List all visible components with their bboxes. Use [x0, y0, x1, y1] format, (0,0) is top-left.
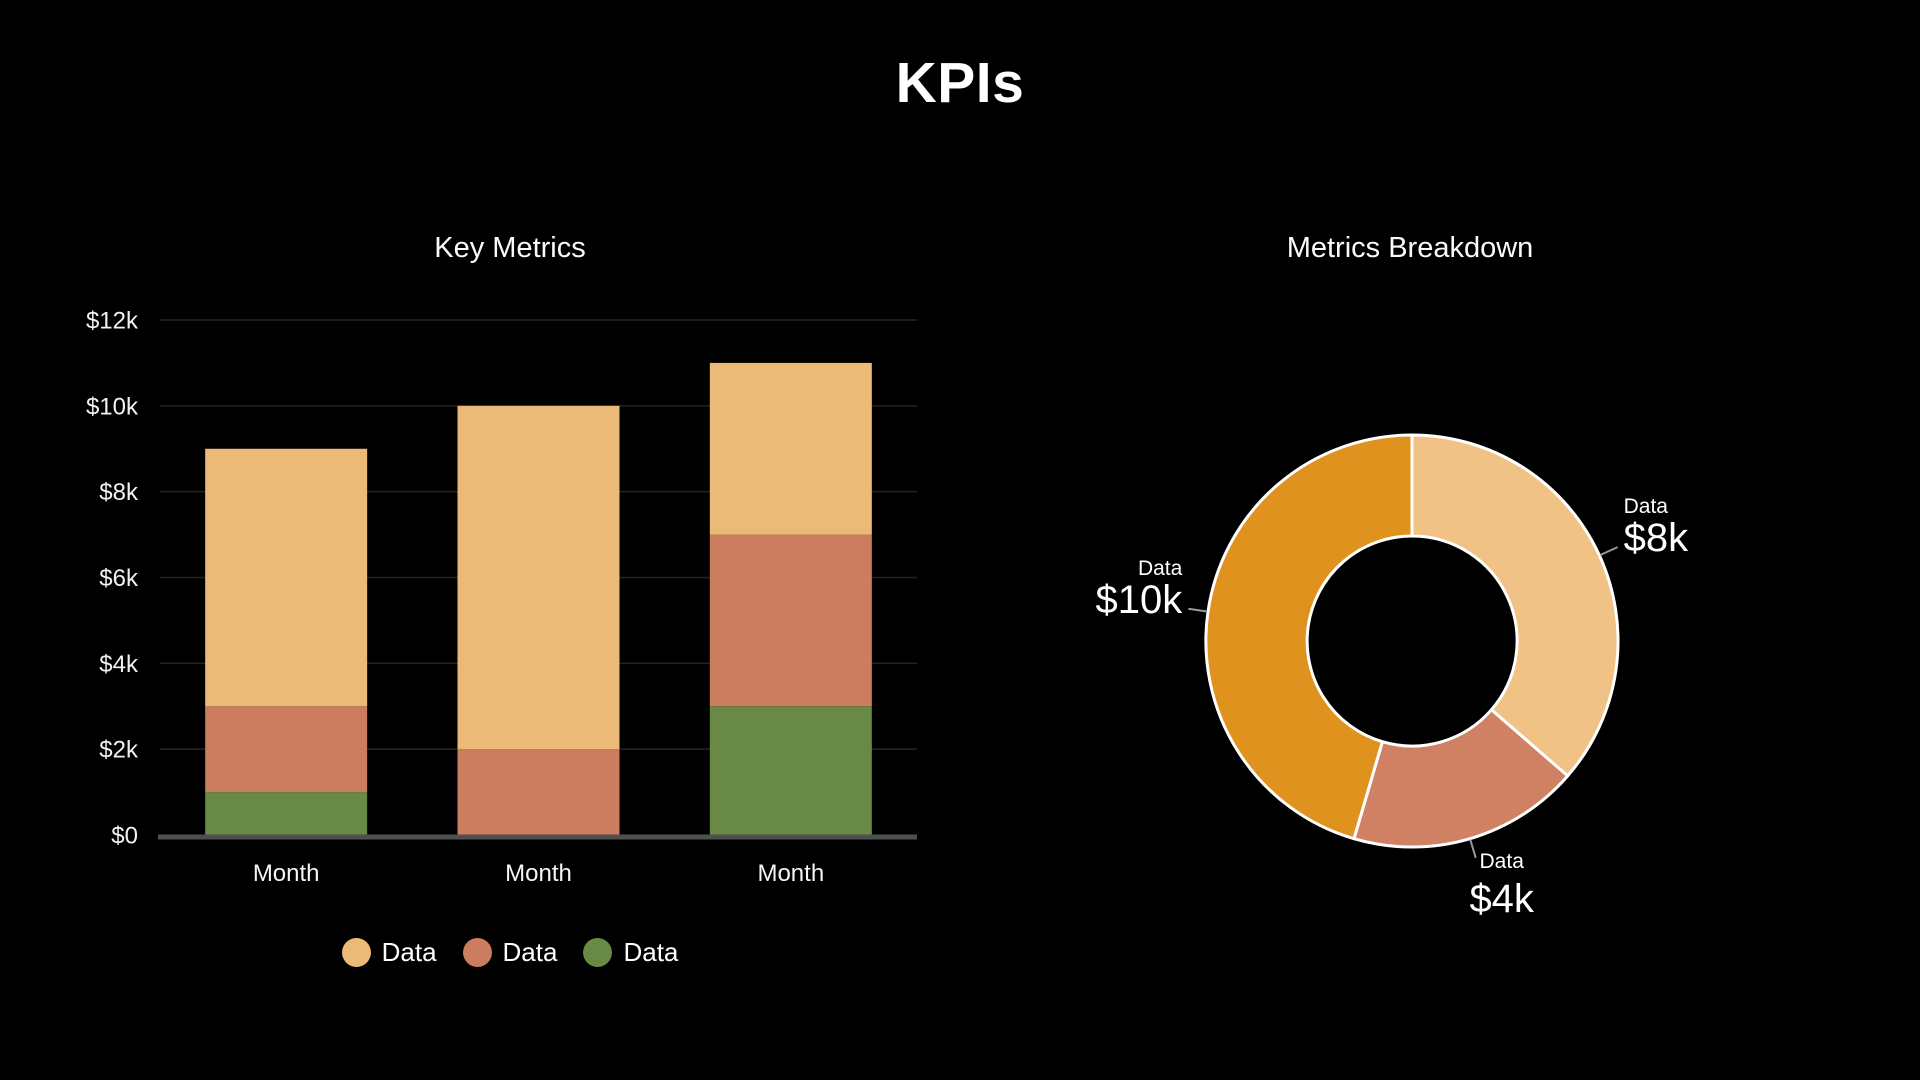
bar-segment[interactable] — [457, 749, 620, 835]
y-axis-tick-label: $12k — [86, 308, 139, 335]
slice-label: Data — [1624, 495, 1669, 518]
bar-segment[interactable] — [709, 534, 872, 707]
slice-label: Data — [1138, 557, 1183, 580]
legend-item[interactable]: Data — [583, 937, 678, 968]
legend-swatch-icon — [341, 938, 371, 967]
legend-item[interactable]: Data — [462, 937, 558, 968]
slice-value-label: $10k — [1096, 578, 1184, 622]
y-axis-tick-label: $2k — [99, 737, 139, 764]
bar-segment[interactable] — [205, 706, 368, 793]
label-leader-line — [1599, 546, 1619, 556]
key-metrics-bar-chart: $0 $2k $4k $6k $8k $10k $12k Month Month Month — [86, 308, 917, 887]
slice-label: Data — [1480, 850, 1525, 873]
slice-value-label: $4k — [1469, 877, 1534, 921]
donut-slice[interactable] — [1204, 433, 1414, 841]
legend-swatch-icon — [583, 938, 613, 967]
label-leader-line — [1469, 839, 1477, 859]
donut-slice[interactable] — [1352, 708, 1570, 849]
legend-label: Data — [623, 937, 679, 967]
donut-chart-title: Metrics Breakdown — [1286, 232, 1534, 264]
legend-item[interactable]: Data — [341, 937, 437, 968]
bar-chart-title: Key Metrics — [434, 232, 586, 264]
label-leader-line — [1188, 607, 1208, 613]
bar-chart-legend: Data Data Data — [50, 937, 970, 968]
y-axis-tick-label: $8k — [99, 479, 139, 506]
legend-swatch-icon — [462, 938, 492, 967]
bar-segment[interactable] — [205, 448, 368, 707]
legend-label: Data — [502, 937, 558, 967]
x-axis-category-label: Month — [253, 860, 320, 887]
y-axis-tick-label: $0 — [111, 823, 138, 850]
y-axis-tick-label: $4k — [99, 651, 139, 678]
bar-segment[interactable] — [709, 706, 872, 835]
y-axis-tick-label: $10k — [86, 393, 139, 420]
bar-segment[interactable] — [709, 362, 872, 535]
bar-segment[interactable] — [205, 792, 368, 835]
page-title: KPIs — [895, 51, 1025, 115]
x-axis-category-label: Month — [757, 860, 824, 887]
legend-label: Data — [381, 937, 437, 967]
slice-value-label: $8k — [1624, 516, 1689, 560]
bar-segment[interactable] — [457, 405, 620, 750]
donut-slice[interactable] — [1410, 433, 1620, 778]
x-axis-category-label: Month — [505, 860, 572, 887]
y-axis-tick-label: $6k — [99, 565, 139, 592]
